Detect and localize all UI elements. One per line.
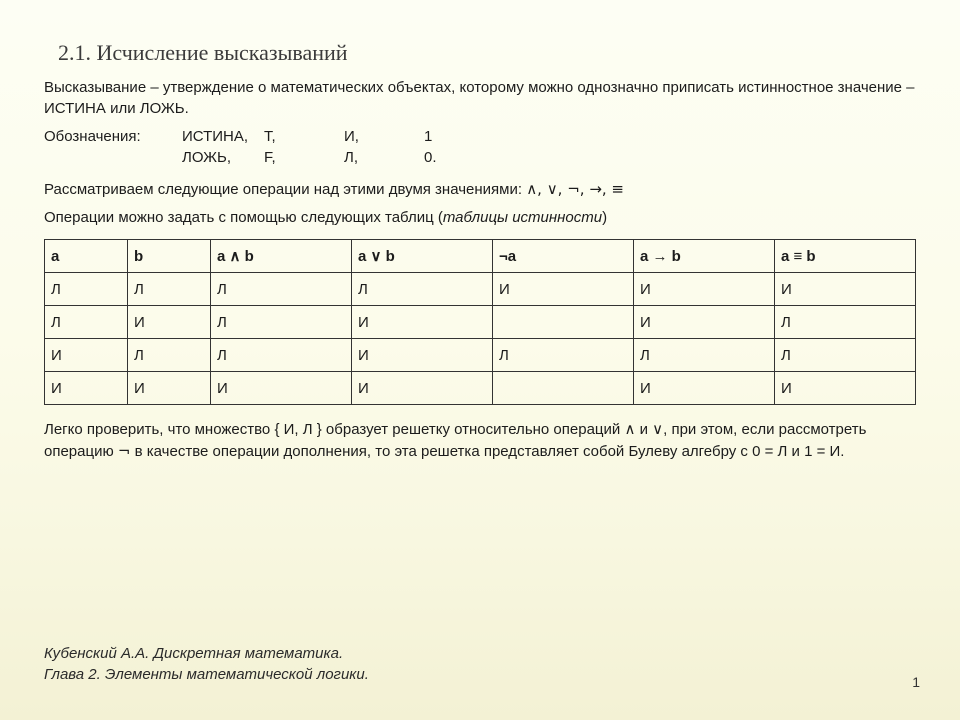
table-cell: Л	[211, 306, 352, 339]
table-cell: И	[45, 372, 128, 405]
notation-row-false: ЛОЖЬ, F, Л, 0.	[44, 148, 916, 169]
table-header-row: a b a ∧ b a ∨ b ¬a a → b a ≡ b	[45, 240, 916, 273]
table-cell: И	[634, 273, 775, 306]
table-cell: И	[775, 372, 916, 405]
table-cell: Л	[775, 306, 916, 339]
table-cell: Л	[211, 273, 352, 306]
section-title: 2.1. Исчисление высказываний	[58, 40, 916, 66]
table-cell: И	[128, 372, 211, 405]
th-eqv: a ≡ b	[775, 240, 916, 273]
table-row: ИЛЛИЛЛЛ	[45, 339, 916, 372]
th-and: a ∧ b	[211, 240, 352, 273]
table-cell: И	[128, 306, 211, 339]
table-cell: Л	[45, 306, 128, 339]
notation-block: Обозначения: ИСТИНА, T, И, 1 ЛОЖЬ, F, Л,…	[44, 127, 916, 168]
table-cell: И	[45, 339, 128, 372]
table-cell: И	[352, 306, 493, 339]
footer-line-1: Кубенский А.А. Дискретная математика.	[44, 643, 369, 665]
table-cell	[493, 372, 634, 405]
table-cell: Л	[128, 273, 211, 306]
table-cell: И	[634, 306, 775, 339]
footer-line-2: Глава 2. Элементы математической логики.	[44, 664, 369, 686]
th-or: a ∨ b	[352, 240, 493, 273]
table-row: ЛЛЛЛИИИ	[45, 273, 916, 306]
th-a: a	[45, 240, 128, 273]
table-cell: Л	[128, 339, 211, 372]
th-not: ¬a	[493, 240, 634, 273]
slide-page: 2.1. Исчисление высказываний Высказывани…	[0, 0, 960, 720]
table-cell: Л	[775, 339, 916, 372]
th-b: b	[128, 240, 211, 273]
paragraph-tables-intro: Операции можно задать с помощью следующи…	[44, 208, 916, 229]
table-row: ЛИЛИИЛ	[45, 306, 916, 339]
table-cell: И	[352, 339, 493, 372]
notation-label: Обозначения:	[44, 127, 182, 148]
th-impl: a → b	[634, 240, 775, 273]
notation-row-true: Обозначения: ИСТИНА, T, И, 1	[44, 127, 916, 148]
table-cell: Л	[211, 339, 352, 372]
footer: Кубенский А.А. Дискретная математика. Гл…	[44, 643, 369, 687]
paragraph-operations: Рассматриваем следующие операции над эти…	[44, 179, 916, 201]
table-cell: Л	[634, 339, 775, 372]
table-row: ИИИИИИ	[45, 372, 916, 405]
table-cell: Л	[45, 273, 128, 306]
table-cell: Л	[493, 339, 634, 372]
paragraph-definition: Высказывание – утверждение о математичес…	[44, 78, 916, 119]
table-cell: И	[211, 372, 352, 405]
paragraph-lattice: Легко проверить, что множество { И, Л } …	[44, 419, 916, 462]
table-cell: Л	[352, 273, 493, 306]
table-cell: И	[352, 372, 493, 405]
table-cell: И	[775, 273, 916, 306]
table-cell: И	[634, 372, 775, 405]
page-number: 1	[912, 674, 920, 690]
truth-table: a b a ∧ b a ∨ b ¬a a → b a ≡ b ЛЛЛЛИИИЛИ…	[44, 239, 916, 405]
table-cell: И	[493, 273, 634, 306]
table-cell	[493, 306, 634, 339]
